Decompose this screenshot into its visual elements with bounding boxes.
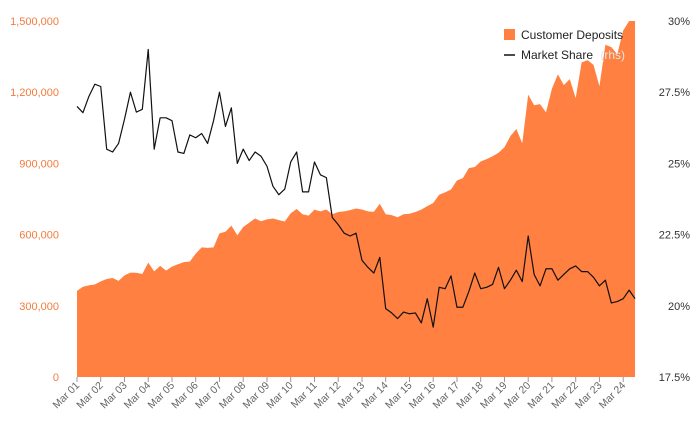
- deposits-area-layer: [77, 21, 636, 377]
- right-tick-label: 20%: [668, 301, 690, 313]
- right-tick-label: 30%: [668, 16, 690, 28]
- x-tick-label: Mar 10: [264, 380, 296, 412]
- left-tick-label: 0: [53, 372, 59, 384]
- left-tick-label: 1,500,000: [10, 16, 59, 28]
- left-tick-label: 900,000: [19, 158, 59, 170]
- legend-label-market-share: Market Share: [521, 48, 593, 62]
- legend-swatch-customer-deposits: [504, 29, 515, 40]
- market-share-line: [76, 48, 636, 328]
- legend: Customer Deposits Market Share (rhs): [504, 28, 625, 62]
- left-tick-label: 300,000: [19, 301, 59, 313]
- legend-label-market-share-suffix: (rhs): [600, 48, 625, 62]
- left-tick-label: 1,200,000: [10, 87, 59, 99]
- right-tick-label: 25%: [668, 158, 690, 170]
- svg-text:Market Share (rhs): Market Share (rhs): [521, 48, 625, 62]
- market-share-line-layer: [76, 48, 636, 328]
- legend-label-customer-deposits: Customer Deposits: [521, 28, 623, 42]
- right-tick-label: 17.5%: [659, 372, 690, 384]
- left-tick-label: 600,000: [19, 230, 59, 242]
- right-tick-label: 27.5%: [659, 87, 690, 99]
- customer-deposits-area: [77, 21, 636, 377]
- right-tick-label: 22.5%: [659, 230, 690, 242]
- right-axis: 17.5% 20% 22.5% 25% 27.5% 30%: [659, 16, 690, 384]
- x-tick-label: Mar 24: [597, 380, 629, 412]
- left-axis: 0 300,000 600,000 900,000 1,200,000 1,500,000: [10, 16, 59, 384]
